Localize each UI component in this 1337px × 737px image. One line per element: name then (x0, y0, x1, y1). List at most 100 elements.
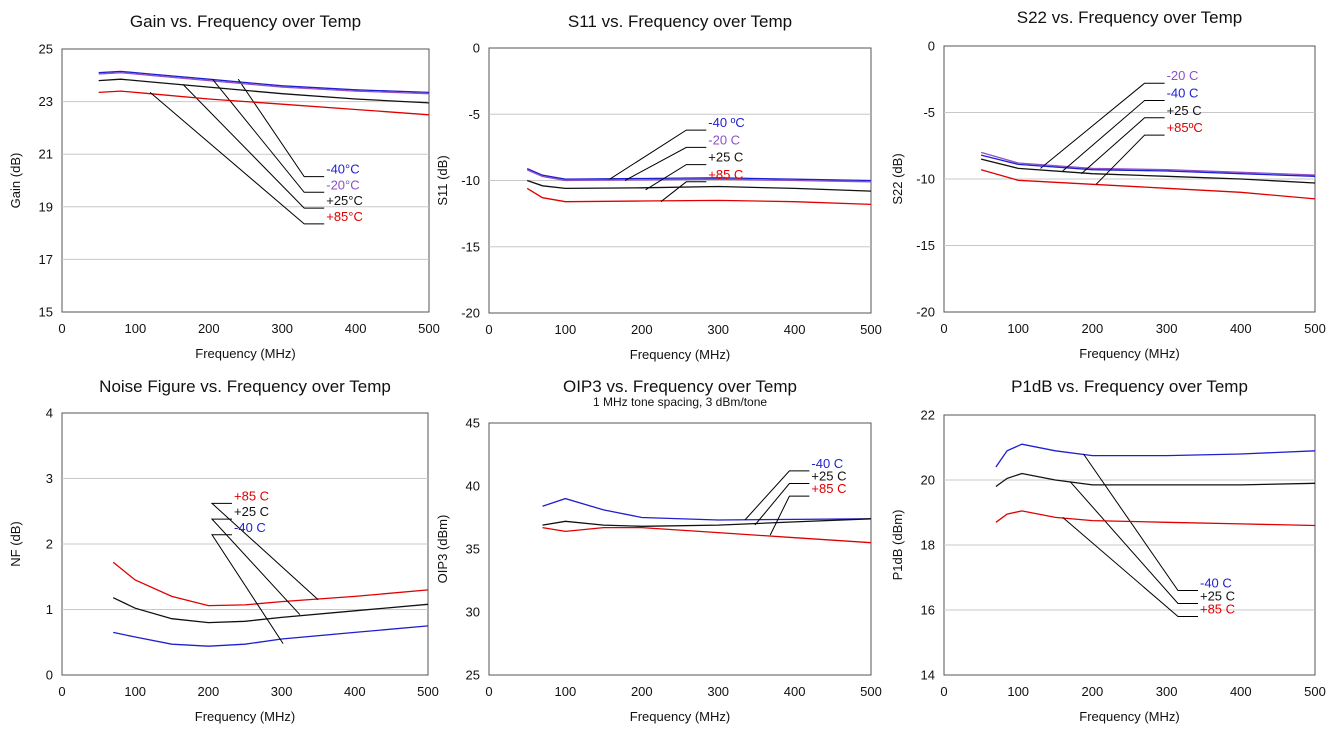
nf-chart: Noise Figure vs. Frequency over Temp 0 1 2 3… (8, 377, 439, 724)
gain-x-tick-label: 100 (125, 321, 147, 336)
nf-series-line (113, 625, 429, 647)
gain-x-tick-label: 300 (271, 321, 293, 336)
nf-title: Noise Figure vs. Frequency over Temp (99, 377, 391, 396)
oip3-series-line (542, 497, 872, 521)
oip3-series-line (542, 518, 872, 527)
s22-leader-line (1062, 100, 1165, 172)
p1db-series-line (995, 443, 1316, 468)
gain-chart: Gain vs. Frequency over Temp 15 17 19 21 23 25… (8, 12, 440, 361)
s11-leader-line (645, 164, 707, 191)
nf-y-tick-label: 4 (46, 406, 53, 421)
oip3-x-axis-label: Frequency (MHz) (630, 709, 730, 724)
oip3-y-axis-label: OIP3 (dBm) (435, 515, 450, 584)
nf-leader-line (210, 502, 319, 601)
gain-title: Gain vs. Frequency over Temp (130, 12, 361, 31)
p1db-leader-line (1083, 453, 1198, 591)
nf-x-tick-label: 400 (344, 684, 366, 699)
s22-y-tick-label: -20 (916, 305, 935, 320)
s22-title: S22 vs. Frequency over Temp (1017, 8, 1243, 27)
s11-x-axis-label: Frequency (MHz) (630, 347, 730, 362)
s11-series-label: +25 C (708, 150, 743, 165)
nf-series-label: +25 C (234, 504, 269, 519)
s22-series-line (980, 158, 1316, 184)
s11-leader-line (660, 181, 707, 203)
s11-x-tick-label: 100 (555, 322, 577, 337)
gain-leader-line (182, 84, 325, 209)
s22-y-tick-label: -5 (923, 105, 935, 120)
s11-chart: S11 vs. Frequency over Temp -20 -15 -10 -5 0 0… (435, 12, 882, 362)
s22-series-label: -20 C (1167, 68, 1199, 83)
oip3-series-label: +25 C (811, 468, 846, 483)
gain-leader-line (212, 78, 325, 193)
p1db-x-tick-label: 100 (1007, 684, 1029, 699)
s11-y-tick-label: -5 (468, 107, 480, 122)
oip3-y-tick-label: 45 (466, 416, 480, 431)
gain-x-axis-label: Frequency (MHz) (195, 346, 295, 361)
p1db-leader-line (1062, 517, 1198, 617)
oip3-x-tick-label: 100 (555, 684, 577, 699)
nf-series-line (112, 597, 429, 624)
nf-series-line (112, 561, 429, 607)
s11-title: S11 vs. Frequency over Temp (568, 12, 792, 31)
nf-x-tick-label: 500 (417, 684, 439, 699)
s11-x-tick-label: 0 (485, 322, 492, 337)
gain-x-tick-label: 0 (58, 321, 65, 336)
nf-x-axis-label: Frequency (MHz) (195, 709, 295, 724)
s11-series-line (526, 168, 872, 182)
s11-y-axis-label: S11 (dB) (435, 155, 450, 205)
oip3-leader-line (754, 483, 810, 526)
s11-y-tick-label: 0 (473, 41, 480, 56)
gain-x-tick-label: 500 (418, 321, 440, 336)
nf-x-tick-label: 200 (198, 684, 220, 699)
gain-leader-line (237, 78, 325, 178)
p1db-y-axis-label: P1dB (dBm) (890, 510, 905, 581)
s11-series-label: +85 C (708, 167, 743, 182)
p1db-y-tick-label: 20 (921, 473, 935, 488)
p1db-series-label: +25 C (1200, 589, 1235, 604)
s22-series-label: +85ºC (1167, 120, 1203, 135)
s11-series-line (526, 187, 872, 206)
oip3-leader-line (769, 495, 810, 536)
p1db-x-axis-label: Frequency (MHz) (1079, 709, 1179, 724)
oip3-x-tick-label: 300 (707, 684, 729, 699)
gain-series-line (98, 72, 430, 95)
gain-series-label: +85°C (326, 209, 363, 224)
p1db-y-tick-label: 14 (921, 668, 935, 683)
oip3-title: OIP3 vs. Frequency over Temp (563, 377, 797, 396)
gain-series-label: -20°C (326, 177, 359, 192)
oip3-series-line (542, 526, 872, 544)
s11-leader-line (624, 146, 707, 181)
oip3-y-tick-label: 30 (466, 605, 480, 620)
nf-y-tick-label: 3 (46, 471, 53, 486)
s22-y-axis-label: S22 (dB) (890, 153, 905, 204)
oip3-x-tick-label: 500 (860, 684, 882, 699)
s22-x-tick-label: 400 (1230, 321, 1252, 336)
s22-x-tick-label: 100 (1007, 321, 1029, 336)
gain-y-tick-label: 21 (39, 147, 53, 162)
s22-series-line (980, 169, 1316, 200)
oip3-y-tick-label: 40 (466, 479, 480, 494)
gain-x-tick-label: 400 (345, 321, 367, 336)
gain-leader-line (149, 92, 325, 225)
s22-x-axis-label: Frequency (MHz) (1079, 346, 1179, 361)
p1db-title: P1dB vs. Frequency over Temp (1011, 377, 1248, 396)
p1db-chart: P1dB vs. Frequency over Temp 14 16 18 20 22 0 1… (890, 377, 1326, 724)
s11-y-tick-label: -10 (461, 173, 480, 188)
s22-series-label: -40 C (1167, 86, 1199, 101)
s22-chart: S22 vs. Frequency over Temp -20 -15 -10 -5 0 0… (890, 8, 1326, 361)
nf-y-tick-label: 1 (46, 602, 53, 617)
p1db-leader-line (1069, 481, 1198, 604)
p1db-series-line (995, 510, 1316, 527)
s11-series-label: -40 ºC (708, 115, 745, 130)
p1db-series-label: +85 C (1200, 602, 1235, 617)
s11-x-tick-label: 300 (707, 322, 729, 337)
s22-leader-line (1095, 134, 1165, 185)
s11-y-tick-label: -15 (461, 239, 480, 254)
oip3-y-tick-label: 25 (466, 668, 480, 683)
nf-y-tick-label: 0 (46, 668, 53, 683)
s22-x-tick-label: 200 (1082, 321, 1104, 336)
gain-series-label: +25°C (326, 193, 363, 208)
